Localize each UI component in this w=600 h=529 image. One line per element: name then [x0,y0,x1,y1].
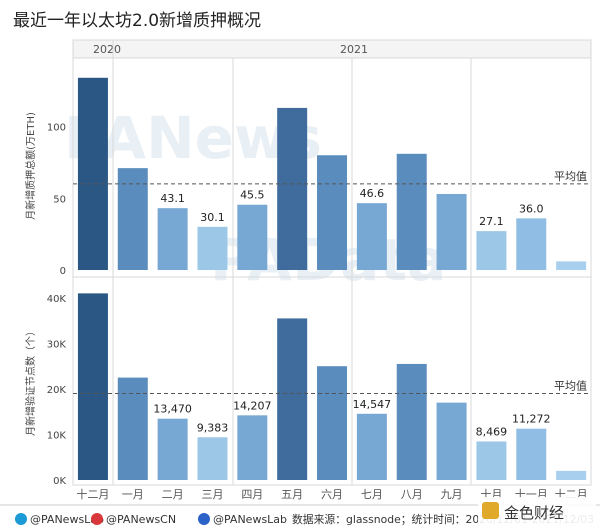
y-tick-label: 10K [47,430,67,441]
bar-三月 [197,437,228,480]
data-label: 27.1 [479,215,504,228]
bar-十二月 [556,470,587,480]
bar-十二月 [77,293,108,480]
bar-二月 [157,208,188,270]
bar-六月 [317,366,348,480]
data-label: 45.5 [240,189,265,202]
bar-八月 [396,153,427,270]
bar-九月 [436,402,467,480]
bar-十二月 [77,77,108,270]
data-label: 14,547 [353,398,392,411]
data-label: 8,469 [476,425,508,438]
y-tick-label: 40K [47,294,67,305]
y-tick-label: 20K [47,385,67,396]
year-2020: 2020 [93,43,121,56]
y-tick-label: 0 [60,266,66,277]
footer-twitter: @PANewsLab [30,513,104,526]
x-tick-label: 六月 [321,488,343,501]
facebook-icon [198,513,210,525]
x-tick-label: 八月 [401,488,423,501]
data-label: 13,470 [153,403,192,416]
data-label: 46.6 [360,187,385,200]
x-tick-label: 九月 [441,488,463,501]
x-tick-label: 二月 [162,488,184,501]
bar-二月 [157,418,188,480]
y-tick-label: 0K [53,476,66,487]
brand-badge-bg [478,497,596,527]
y-axis-label: 月新增质押总额(万ETH) [24,112,37,220]
twitter-icon [15,513,27,525]
bar-一月 [117,168,148,270]
brand-badge: 金色财经 [478,497,596,527]
brand-name: 金色财经 [504,504,564,522]
data-label: 11,272 [512,413,551,426]
panel-validators: 0K 10K 20K 30K 40K 月新增验证节点数（个） 13,470 9,383 14,2… [24,293,591,487]
x-tick-label: 七月 [361,488,383,501]
weibo-icon [91,513,103,525]
chart-title: 最近一年以太坊2.0新增质押概况 [13,11,261,31]
bar-十月 [476,441,507,480]
bar-四月 [237,415,268,480]
footer-weibo: @PANewsCN [106,513,176,526]
bar-四月 [237,204,268,270]
data-label: 30.1 [200,211,225,224]
year-2021: 2021 [340,43,368,56]
data-label: 9,383 [197,421,229,434]
average-label: 平均值 [554,380,587,393]
bar-十月 [476,231,507,270]
bar-七月 [356,203,387,270]
bar-六月 [317,155,348,270]
x-tick-label: 三月 [201,488,223,501]
average-label: 平均值 [554,170,587,183]
panel-staked-eth: 0 50 100 月新增质押总额(万ETH) 43.1 30.1 45.5 46.6 27.1 3… [24,77,591,277]
x-tick-label: 十二月 [76,487,109,501]
data-label: 43.1 [160,192,185,205]
x-tick-label: 四月 [241,488,263,501]
x-tick-label: 一月 [122,488,144,501]
bar-五月 [277,107,308,271]
y-axis-label: 月新增验证节点数（个） [24,326,37,436]
y-tick-label: 100 [47,123,66,134]
bar-九月 [436,193,467,270]
bar-一月 [117,377,148,480]
x-tick-label: 五月 [281,488,303,501]
year-header-band [73,40,591,58]
footer-facebook: @PANewsLab [213,513,287,526]
bar-十二月 [556,261,587,270]
bar-七月 [356,413,387,480]
y-tick-label: 30K [47,339,67,350]
bar-三月 [197,226,228,270]
data-label: 14,207 [233,399,272,412]
bar-十一月 [516,218,547,270]
bar-八月 [396,363,427,480]
chart-frame [72,39,592,486]
bar-十一月 [516,428,547,480]
data-label: 36.0 [519,202,544,215]
y-tick-label: 50 [53,194,66,205]
brand-logo-icon [482,502,499,519]
bar-五月 [277,318,308,480]
